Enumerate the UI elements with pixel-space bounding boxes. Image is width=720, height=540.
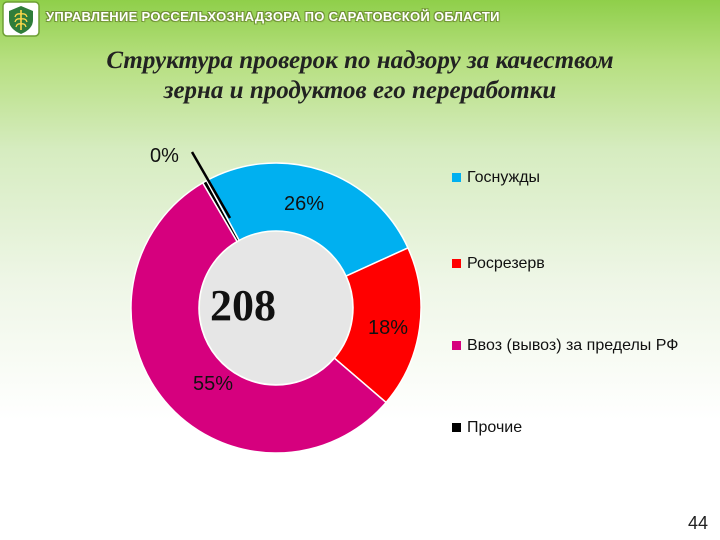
legend-item-gosnuzhdy: Госнужды <box>452 168 697 188</box>
slice-label-prochie: 0% <box>150 145 179 167</box>
zero-percent-leader-line <box>190 151 232 219</box>
slice-rosrezerv <box>333 246 422 404</box>
legend-label-rosrezerv: Росрезерв <box>467 255 545 272</box>
rosselkhoznadzor-logo-icon <box>2 1 40 37</box>
legend-label-vvoz-vyvoz: Ввоз (вывоз) за пределы РФ <box>467 337 679 354</box>
legend-label-gosnuzhdy: Госнужды <box>467 169 541 186</box>
center-total-label: 208 <box>210 281 276 330</box>
legend-swatch-gosnuzhdy <box>452 173 461 182</box>
slice-gosnuzhdy <box>205 162 409 278</box>
title-line-2: зерна и продуктов его переработки <box>163 77 557 104</box>
page-number: 44 <box>687 513 708 533</box>
legend-swatch-vvoz-vyvoz <box>452 341 461 350</box>
legend-item-rosrezerv: Росрезерв <box>452 254 697 274</box>
legend-swatch-rosrezerv <box>452 259 461 268</box>
page-title: Структура проверок по надзору за качеств… <box>0 46 720 106</box>
chart-slices <box>130 162 422 454</box>
legend-swatch-prochie <box>452 423 461 432</box>
slice-label-vvoz-vyvoz: 55% <box>193 373 233 395</box>
organization-name: Управление Россельхознадзора по Саратовс… <box>46 9 500 24</box>
legend-item-vvoz-vyvoz: Ввоз (вывоз) за пределы РФ <box>452 336 687 356</box>
legend-item-prochie: Прочие <box>452 418 697 438</box>
slice-label-gosnuzhdy: 26% <box>284 193 324 215</box>
slice-label-rosrezerv: 18% <box>368 317 408 339</box>
header-bar: Управление Россельхознадзора по Саратовс… <box>0 0 720 37</box>
donut-hole <box>200 232 352 384</box>
title-line-1: Структура проверок по надзору за качеств… <box>106 47 614 74</box>
slice-vvoz-vyvoz <box>130 181 388 454</box>
legend-label-prochie: Прочие <box>467 419 523 436</box>
